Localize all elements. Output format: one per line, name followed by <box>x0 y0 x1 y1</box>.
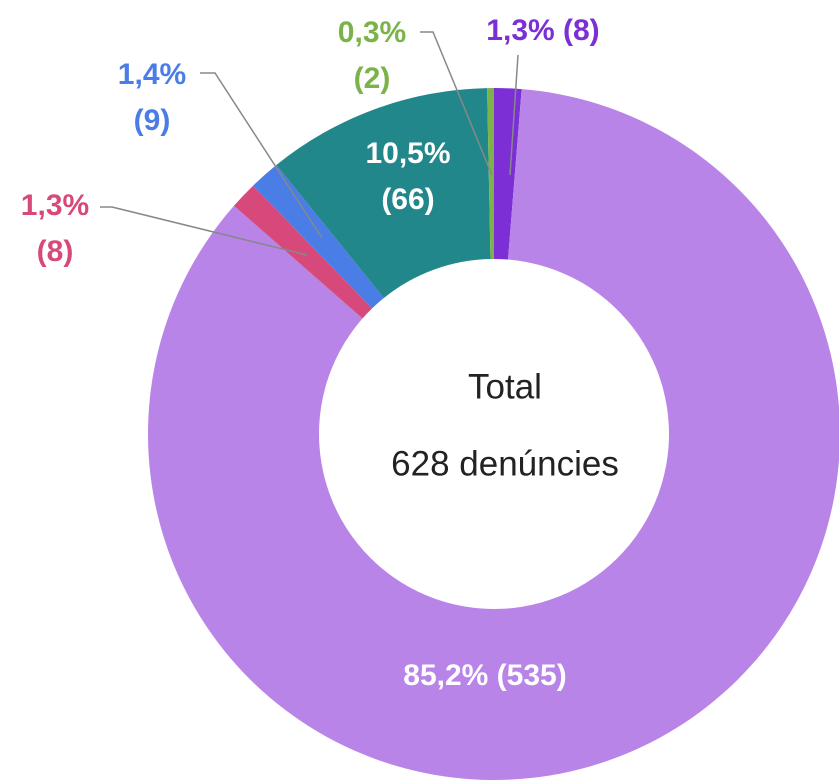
slice <box>253 165 384 309</box>
leader-line <box>509 54 519 176</box>
data-label: (66) <box>381 183 434 216</box>
center-total: 628 denúncies <box>391 444 619 483</box>
slice <box>276 88 491 298</box>
leader-line <box>200 72 323 239</box>
data-label: (8) <box>37 235 74 268</box>
data-label: 1,4% <box>118 58 186 91</box>
data-label: 0,3% <box>338 16 406 49</box>
center-title: Total <box>468 367 542 406</box>
slice <box>148 89 839 780</box>
slice <box>494 88 522 260</box>
labels: 1,3% (8) 85,2% (535) 1,3% (8) 1,4% (9) 10,5% (6… <box>21 14 600 692</box>
slice <box>487 88 494 260</box>
leader-line <box>100 206 308 256</box>
leader-line <box>420 31 493 176</box>
data-label: (2) <box>354 62 391 95</box>
data-label: 10,5% <box>365 137 450 170</box>
data-label: (9) <box>134 104 171 137</box>
data-label: 1,3% (8) <box>486 14 599 47</box>
slice <box>233 185 373 319</box>
data-label: 85,2% (535) <box>403 659 566 692</box>
data-label: 1,3% <box>21 189 89 222</box>
